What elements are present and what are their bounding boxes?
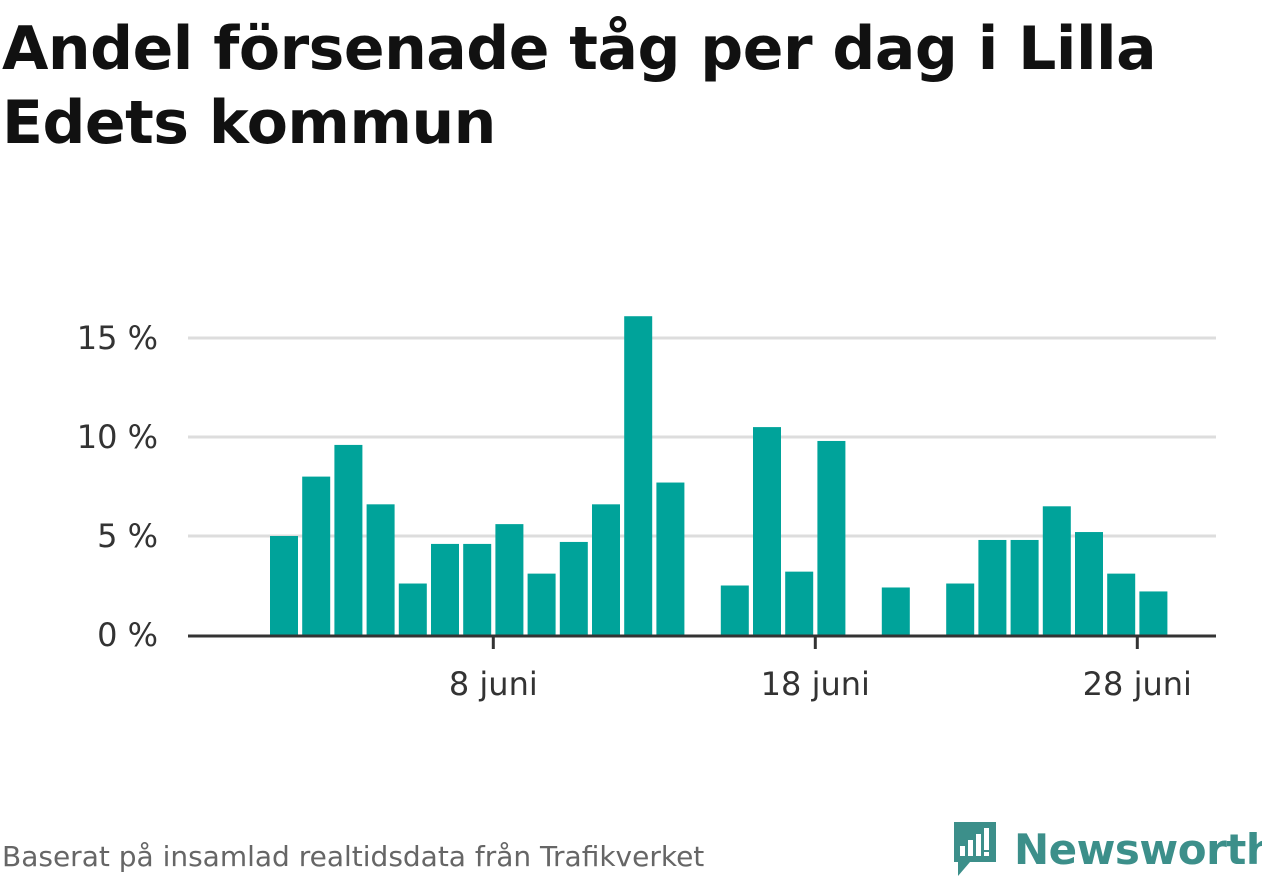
bar — [785, 571, 814, 635]
chart-title: Andel försenade tåg per dag i Lilla Edet… — [2, 14, 1157, 158]
x-tick-label: 8 juni — [449, 665, 538, 703]
bar — [334, 444, 363, 635]
bar — [559, 541, 588, 635]
bar — [817, 440, 846, 635]
y-axis-ticks: 0 % 5 % 10 % 15 % — [77, 319, 158, 654]
bar — [978, 539, 1007, 635]
x-tick-label: 18 juni — [761, 665, 870, 703]
logo-text: Newsworthy — [1014, 824, 1262, 874]
bar — [753, 427, 781, 635]
bar — [1139, 591, 1168, 635]
newsworthy-logo-icon — [954, 822, 996, 876]
newsworthy-logo[interactable]: Newsworthy — [950, 818, 1262, 880]
bar — [881, 587, 910, 635]
bar — [1010, 539, 1039, 635]
y-tick-label: 10 % — [77, 418, 158, 456]
bar-chart: 0 % 5 % 10 % 15 % 8 juni 18 juni 28 juni — [77, 316, 1216, 703]
x-tick-label: 28 juni — [1083, 665, 1192, 703]
bar — [463, 543, 492, 635]
bar — [1042, 506, 1071, 635]
bar — [1107, 573, 1136, 635]
y-tick-label: 5 % — [97, 517, 158, 555]
bar — [624, 316, 653, 635]
bar — [656, 482, 685, 635]
source-note: Baserat på insamlad realtidsdata från Tr… — [2, 840, 705, 873]
bar — [398, 583, 427, 635]
bar — [527, 573, 556, 635]
bar — [270, 536, 298, 635]
bar — [1075, 532, 1103, 635]
bar — [720, 585, 749, 635]
bar — [302, 476, 331, 635]
y-tick-label: 0 % — [97, 616, 158, 654]
x-axis-ticks: 8 juni 18 juni 28 juni — [449, 635, 1192, 703]
y-tick-label: 15 % — [77, 319, 158, 357]
bar — [366, 504, 395, 635]
bar — [946, 583, 975, 635]
bar-series — [270, 316, 1168, 635]
bar — [495, 524, 524, 635]
bar — [592, 504, 620, 635]
bar — [431, 543, 459, 635]
